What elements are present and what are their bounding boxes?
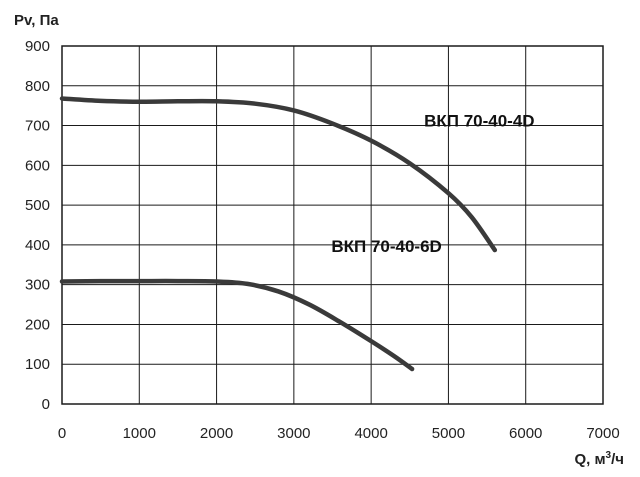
series-line-2 [59,278,415,372]
y-tick-label: 500 [25,197,50,214]
series-label-2: ВКП 70-40-6D [331,237,441,256]
x-tick-label: 0 [58,425,66,442]
y-tick-label: 300 [25,277,50,294]
y-tick-label: 800 [25,78,50,95]
series-lines [59,96,498,372]
y-tick-labels: 0 100 200 300 400 500 600 700 800 900 [25,38,50,413]
x-tick-label: 1000 [123,425,156,442]
x-tick-label: 5000 [432,425,465,442]
x-tick-label: 2000 [200,425,233,442]
series-labels: ВКП 70-40-4D ВКП 70-40-6D [331,112,534,256]
y-tick-label: 400 [25,237,50,254]
x-tick-label: 4000 [354,425,387,442]
x-tick-label: 6000 [509,425,542,442]
grid [61,45,604,405]
y-axis-label: Pv, Па [14,12,59,29]
y-tick-label: 900 [25,38,50,55]
plot-frame [61,45,604,405]
series-line-1 [59,96,498,253]
y-tick-label: 200 [25,316,50,333]
y-tick-label: 0 [42,396,50,413]
y-tick-label: 100 [25,356,50,373]
y-tick-label: 600 [25,157,50,174]
x-tick-label: 3000 [277,425,310,442]
y-tick-label: 700 [25,118,50,135]
x-tick-label: 7000 [586,425,619,442]
x-tick-labels: 0 1000 2000 3000 4000 5000 6000 7000 [58,425,620,442]
series-label-1: ВКП 70-40-4D [424,112,534,131]
x-axis-label: Q, м3/ч [574,450,624,468]
